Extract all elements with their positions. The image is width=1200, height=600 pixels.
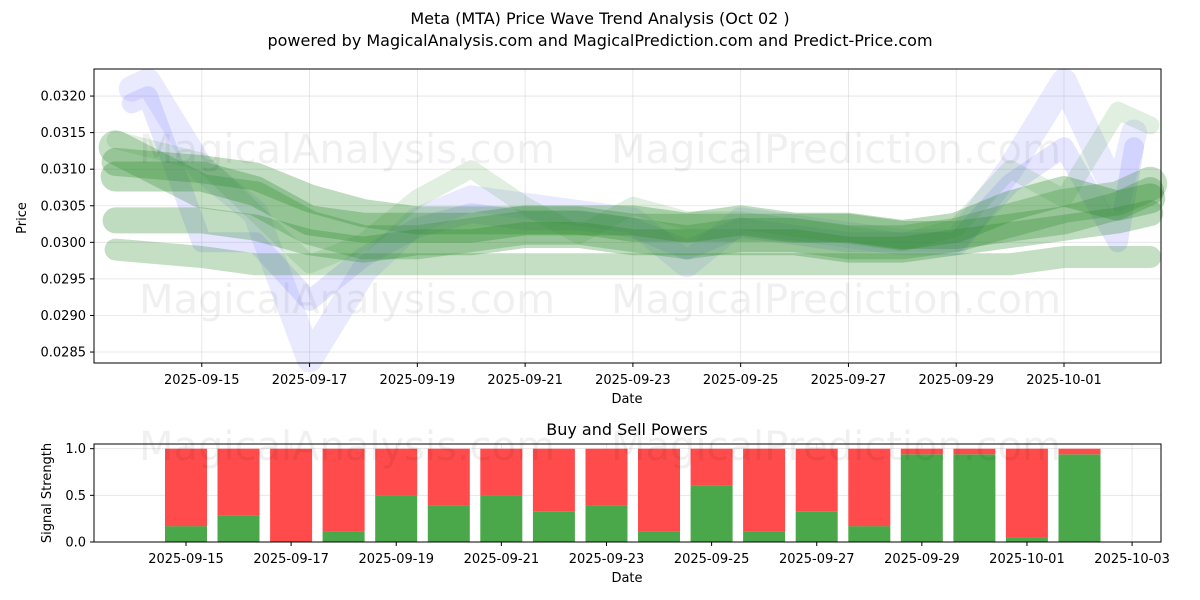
price-x-axis-label: Date bbox=[611, 392, 642, 407]
x-tick-label: 2025-09-21 bbox=[464, 552, 540, 567]
series-line bbox=[106, 101, 1160, 274]
watermark: MagicalPrediction.com bbox=[611, 424, 1061, 470]
price-panel: MagicalAnalysis.com MagicalPrediction.co… bbox=[15, 68, 1168, 407]
watermark: MagicalPrediction.com bbox=[611, 277, 1061, 323]
x-tick-label: 2025-09-15 bbox=[164, 373, 240, 388]
sell-bar bbox=[165, 448, 207, 527]
price-grid bbox=[94, 69, 1161, 363]
buy-bar bbox=[532, 511, 575, 542]
x-tick-label: 2025-09-15 bbox=[148, 552, 224, 567]
sell-bar bbox=[690, 448, 733, 486]
sell-bar bbox=[638, 448, 680, 532]
buy-bar bbox=[953, 454, 996, 542]
series-line bbox=[98, 130, 1168, 260]
sell-bar bbox=[1058, 448, 1101, 455]
buy-bar bbox=[585, 505, 628, 542]
x-tick-label: 2025-09-17 bbox=[272, 373, 348, 388]
x-tick-label: 2025-09-29 bbox=[918, 373, 994, 388]
buy-bar bbox=[795, 511, 838, 542]
series-line bbox=[121, 86, 1145, 311]
x-tick-label: 2025-10-01 bbox=[1026, 373, 1102, 388]
x-tick-label: 2025-09-27 bbox=[779, 552, 855, 567]
y-tick-label: 0.0290 bbox=[41, 309, 87, 324]
buy-bar bbox=[900, 454, 943, 542]
y-tick-label: 0.0300 bbox=[41, 236, 87, 251]
x-tick-label: 2025-09-17 bbox=[253, 552, 329, 567]
x-tick-label: 2025-10-01 bbox=[989, 552, 1065, 567]
sell-bar bbox=[217, 448, 260, 516]
x-tick-label: 2025-09-21 bbox=[487, 373, 563, 388]
series-line bbox=[104, 238, 1162, 276]
sell-bar bbox=[900, 448, 943, 455]
y-tick-label: 0.0305 bbox=[41, 199, 87, 214]
x-tick-label: 2025-09-25 bbox=[674, 552, 750, 567]
price-plot-frame bbox=[93, 68, 1162, 364]
sell-bar bbox=[270, 448, 313, 542]
buy-bar bbox=[1058, 454, 1101, 542]
x-tick-label: 2025-09-19 bbox=[380, 373, 456, 388]
price-y-axis: 0.0285 0.0290 0.0295 0.0300 0.0305 0.0310 0.03… bbox=[41, 90, 94, 361]
watermark: MagicalAnalysis.com bbox=[139, 424, 555, 470]
x-tick-label: 2025-09-19 bbox=[358, 552, 434, 567]
buy-bar bbox=[848, 526, 891, 542]
y-tick-label: 0.0285 bbox=[41, 346, 87, 361]
buy-bar bbox=[743, 531, 786, 542]
buy-bar bbox=[638, 531, 680, 542]
sell-bar bbox=[585, 448, 628, 506]
series-line bbox=[100, 161, 1166, 250]
buy-bar bbox=[375, 495, 418, 542]
y-tick-label: 1.0 bbox=[65, 442, 86, 457]
buy-bar bbox=[165, 526, 207, 542]
watermark: MagicalPrediction.com bbox=[611, 127, 1061, 173]
power-chart-title: Buy and Sell Powers bbox=[546, 420, 708, 439]
sell-bar bbox=[375, 448, 418, 496]
price-series bbox=[98, 68, 1168, 373]
sell-bar bbox=[848, 448, 891, 527]
y-tick-label: 0.0320 bbox=[41, 90, 87, 105]
x-tick-label: 2025-09-25 bbox=[703, 373, 779, 388]
watermark: MagicalAnalysis.com bbox=[139, 127, 555, 173]
y-tick-label: 0.5 bbox=[65, 489, 86, 504]
y-tick-label: 0.0 bbox=[65, 536, 86, 551]
series-line bbox=[102, 200, 1164, 263]
power-y-axis: 0.0 0.5 1.0 bbox=[65, 442, 94, 551]
x-tick-label: 2025-10-03 bbox=[1094, 552, 1170, 567]
series-line bbox=[118, 68, 1148, 373]
sell-bar bbox=[743, 448, 786, 532]
x-tick-label: 2025-09-29 bbox=[884, 552, 960, 567]
sell-bar bbox=[953, 448, 996, 455]
buy-bar bbox=[1005, 537, 1048, 542]
price-y-axis-label: Price bbox=[15, 202, 30, 234]
sell-bar bbox=[427, 448, 470, 506]
power-x-axis-label: Date bbox=[611, 571, 642, 586]
power-plot-frame bbox=[93, 443, 1162, 543]
price-x-axis: 2025-09-15 2025-09-17 2025-09-19 2025-09-21… bbox=[164, 363, 1102, 388]
sell-bar bbox=[532, 448, 575, 512]
sell-bar bbox=[795, 448, 838, 512]
series-line bbox=[101, 147, 1165, 249]
buy-bar bbox=[322, 531, 365, 542]
buy-bar bbox=[480, 495, 523, 542]
x-tick-label: 2025-09-23 bbox=[569, 552, 645, 567]
buy-bar bbox=[427, 505, 470, 542]
watermark: MagicalAnalysis.com bbox=[139, 277, 555, 323]
sell-bar bbox=[322, 448, 365, 532]
x-tick-label: 2025-09-27 bbox=[811, 373, 887, 388]
buy-bar bbox=[217, 515, 260, 542]
x-tick-label: 2025-09-23 bbox=[595, 373, 671, 388]
buy-bar bbox=[690, 485, 733, 542]
sell-bar bbox=[1005, 448, 1048, 538]
y-tick-label: 0.0310 bbox=[41, 163, 87, 178]
power-y-axis-label: Signal Strength bbox=[40, 443, 55, 543]
power-x-axis: 2025-09-15 2025-09-17 2025-09-19 2025-09-21… bbox=[148, 542, 1170, 567]
sell-bar bbox=[480, 448, 523, 496]
y-tick-label: 0.0315 bbox=[41, 126, 87, 141]
power-panel: Buy and Sell Powers MagicalAnalysis.com … bbox=[40, 420, 1170, 586]
chart-title: Meta (MTA) Price Wave Trend Analysis (Oc… bbox=[410, 9, 790, 28]
power-bars bbox=[165, 448, 1101, 542]
y-tick-label: 0.0295 bbox=[41, 272, 87, 287]
price-plot-area bbox=[94, 69, 1161, 363]
chart-subtitle: powered by MagicalAnalysis.com and Magic… bbox=[267, 31, 933, 50]
